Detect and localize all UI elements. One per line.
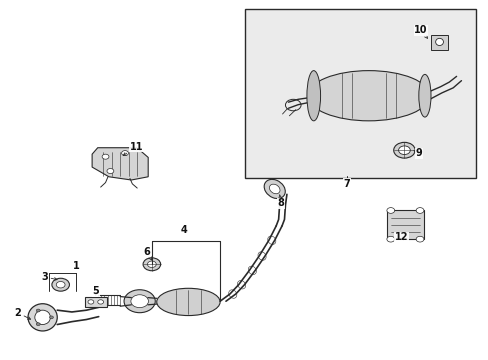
Text: 12: 12 xyxy=(394,232,407,242)
Text: 10: 10 xyxy=(413,25,427,38)
Ellipse shape xyxy=(56,282,65,288)
Ellipse shape xyxy=(398,146,409,154)
Polygon shape xyxy=(92,148,148,180)
Ellipse shape xyxy=(435,39,443,45)
Text: 6: 6 xyxy=(143,247,151,260)
Text: 7: 7 xyxy=(343,179,349,189)
Bar xyxy=(430,36,447,50)
Ellipse shape xyxy=(52,278,69,291)
Text: 9: 9 xyxy=(413,148,422,158)
Ellipse shape xyxy=(143,258,160,271)
Polygon shape xyxy=(386,211,423,239)
Ellipse shape xyxy=(36,309,40,312)
Bar xyxy=(85,297,106,307)
Ellipse shape xyxy=(264,179,285,199)
Text: 1: 1 xyxy=(73,261,80,271)
Ellipse shape xyxy=(102,154,109,159)
Ellipse shape xyxy=(28,304,57,331)
Ellipse shape xyxy=(157,288,220,316)
Ellipse shape xyxy=(418,75,430,117)
Ellipse shape xyxy=(107,168,114,174)
Ellipse shape xyxy=(415,208,423,213)
Ellipse shape xyxy=(98,300,103,304)
Text: 11: 11 xyxy=(123,142,142,156)
Ellipse shape xyxy=(124,290,155,313)
Ellipse shape xyxy=(88,300,94,304)
Text: 4: 4 xyxy=(180,225,186,235)
Ellipse shape xyxy=(36,323,40,325)
Text: 2: 2 xyxy=(14,308,30,319)
Text: 5: 5 xyxy=(92,286,99,296)
Ellipse shape xyxy=(269,184,280,194)
Ellipse shape xyxy=(49,316,53,319)
Ellipse shape xyxy=(306,71,320,121)
Ellipse shape xyxy=(386,208,394,213)
Ellipse shape xyxy=(307,71,429,121)
Bar xyxy=(244,9,475,178)
Ellipse shape xyxy=(131,295,148,308)
Text: 3: 3 xyxy=(41,272,57,282)
Ellipse shape xyxy=(386,236,394,242)
Text: 8: 8 xyxy=(277,195,284,208)
Ellipse shape xyxy=(147,261,156,267)
Ellipse shape xyxy=(122,150,128,156)
Ellipse shape xyxy=(415,236,423,242)
Ellipse shape xyxy=(393,142,414,158)
Ellipse shape xyxy=(35,310,50,324)
